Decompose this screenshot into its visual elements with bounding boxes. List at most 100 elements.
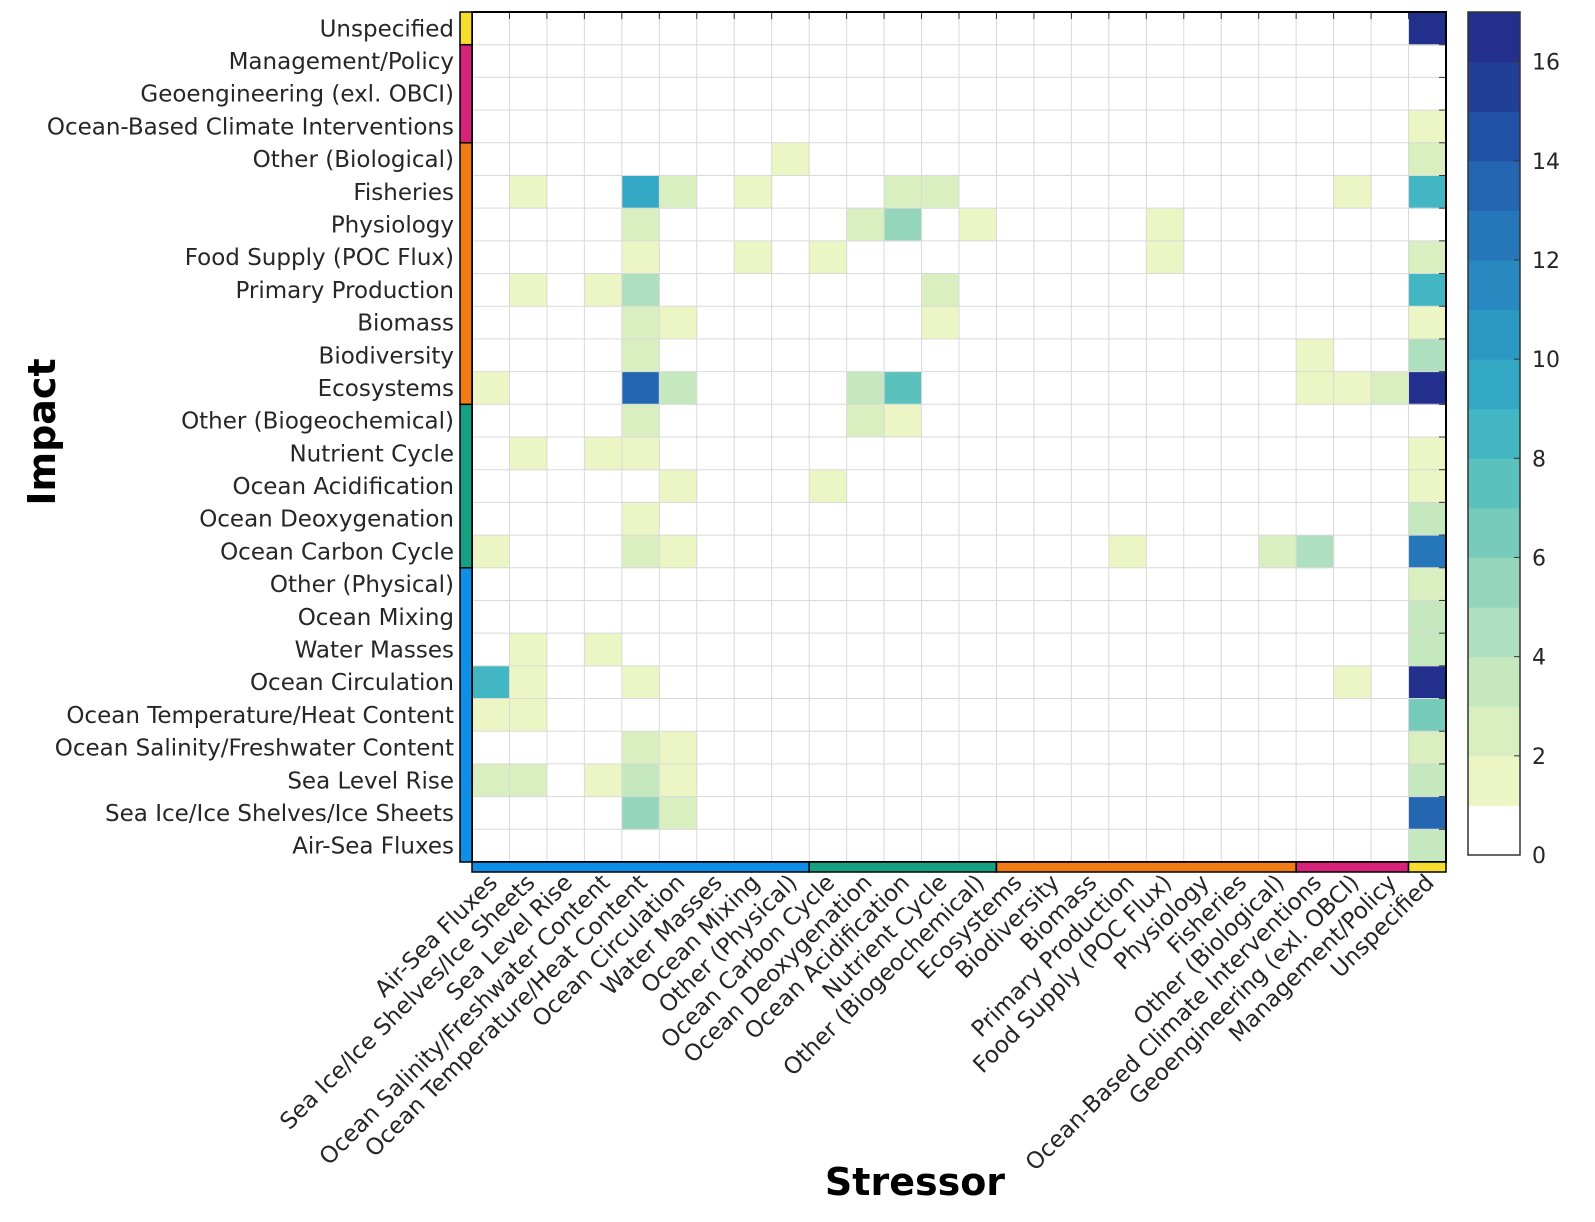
colorbar-tick-label: 6 [1532, 546, 1546, 571]
y-tick-label: Food Supply (POC Flux) [185, 245, 454, 271]
heatmap-cell [584, 763, 623, 798]
y-tick-label: Biodiversity [319, 343, 454, 369]
heatmap-cell [472, 371, 510, 405]
heatmap-cell [1408, 567, 1447, 601]
heatmap-cell [1408, 731, 1447, 765]
heatmap-cell [1408, 240, 1447, 275]
y-tick-label: Ocean Acidification [232, 474, 454, 500]
heatmap-cell [884, 208, 923, 242]
category-group-bars [459, 11, 1447, 873]
heatmap-cell [1408, 796, 1447, 830]
heatmap-cell [472, 665, 510, 700]
heatmap-cell [809, 469, 848, 503]
heatmap-cell [659, 731, 698, 765]
heatmap-cell [509, 763, 548, 798]
colorbar-segment [1468, 458, 1520, 509]
heatmap-cell [1408, 665, 1447, 700]
colorbar-tick-label: 14 [1532, 150, 1560, 175]
heatmap-cell [734, 175, 773, 209]
y-tick-label: Ocean Carbon Cycle [220, 539, 454, 565]
y-tick-label: Other (Biogeochemical) [181, 409, 454, 435]
heatmap-cell [1333, 175, 1372, 209]
colorbar-segment [1468, 607, 1520, 658]
colorbar-segment [1468, 111, 1520, 162]
heatmap-cell [509, 698, 548, 732]
heatmap-cell [621, 535, 660, 569]
y-tick-label: Biomass [357, 311, 454, 337]
heatmap-cell [846, 208, 885, 242]
colorbar-segment [1468, 210, 1520, 261]
colorbar-segment [1468, 557, 1520, 608]
colorbar-tick-label: 16 [1532, 51, 1560, 76]
heatmap-cell [509, 175, 548, 209]
heatmap-cell [621, 240, 660, 275]
heatmap-cell [884, 371, 923, 405]
heatmap-cell [809, 240, 848, 275]
heatmap-cell [584, 633, 623, 667]
heatmap-cell [659, 306, 698, 340]
y-tick-label: Physiology [331, 213, 454, 239]
heatmap-cell [621, 273, 660, 307]
colorbar-segment [1468, 160, 1520, 211]
heatmap-cell [1408, 502, 1447, 536]
heatmap-cell [509, 273, 548, 307]
heatmap-cell [621, 338, 660, 373]
heatmap-cell [621, 306, 660, 340]
colorbar-tick-label: 8 [1532, 447, 1546, 472]
heatmap-cell [659, 175, 698, 209]
y-group-bar [459, 567, 473, 863]
y-tick-labels: Unspecified Management/Policy Geoengineeri… [47, 16, 454, 859]
x-group-bar [1295, 861, 1410, 873]
heatmap-cell [1408, 600, 1447, 634]
y-tick-label: Management/Policy [229, 49, 454, 75]
heatmap-cell [771, 142, 810, 176]
colorbar-segment [1468, 259, 1520, 311]
heatmap-cell [584, 437, 623, 471]
heatmap-cell [621, 437, 660, 471]
y-tick-label: Fisheries [353, 180, 454, 206]
heatmap-cell [1408, 437, 1447, 471]
colorbar-segment [1468, 805, 1520, 856]
y-group-bar [459, 43, 473, 144]
y-group-bar [459, 11, 473, 46]
heatmap-cell [1108, 535, 1147, 569]
heatmap-cell [1408, 273, 1447, 307]
heatmap-cell [621, 731, 660, 765]
y-tick-label: Other (Biological) [253, 147, 454, 173]
y-group-bar [459, 403, 473, 569]
x-group-bar [808, 861, 998, 873]
y-tick-label: Primary Production [235, 278, 454, 304]
heatmap-cell [621, 502, 660, 536]
heatmap-cell [1408, 535, 1447, 569]
heatmap-cell [884, 175, 923, 209]
y-group-bar [459, 142, 473, 406]
colorbar-tick-label: 0 [1532, 844, 1546, 869]
heatmap-cell [1408, 110, 1447, 144]
heatmap-cell [621, 208, 660, 242]
heatmap-cell [1408, 698, 1447, 732]
heatmap-cell [1408, 12, 1447, 46]
x-axis-title: Stressor [825, 1160, 1005, 1204]
heatmap-cell [472, 698, 510, 732]
colorbar-tick-label: 2 [1532, 745, 1546, 770]
y-tick-label: Geoengineering (exl. OBCI) [140, 82, 454, 108]
heatmap-cell [621, 371, 660, 405]
heatmap-cell [1408, 306, 1447, 340]
heatmap-cell [1258, 535, 1297, 569]
heatmap-cell [1146, 240, 1185, 275]
heatmap-cell [1333, 665, 1372, 700]
y-tick-label: Water Masses [295, 638, 454, 664]
colorbar-segment [1468, 507, 1520, 558]
heatmap-cell [921, 175, 960, 209]
x-group-bar [995, 861, 1297, 873]
colorbar-segment [1468, 656, 1520, 707]
heatmap-cell [921, 306, 960, 340]
heatmap-cell [1371, 371, 1410, 405]
heatmap-cell [621, 665, 660, 700]
colorbar-tick-label: 10 [1532, 348, 1560, 373]
y-tick-label: Ocean-Based Climate Interventions [47, 114, 454, 140]
colorbar-segment [1468, 408, 1520, 459]
y-tick-label: Ecosystems [318, 376, 454, 402]
heatmap-cell [509, 665, 548, 700]
